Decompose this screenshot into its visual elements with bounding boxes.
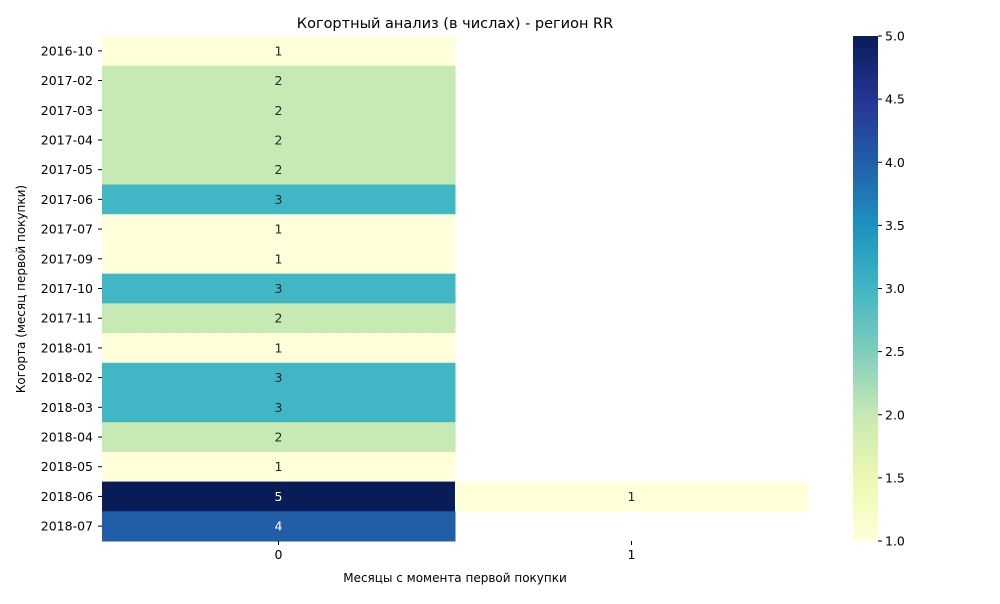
cell-value-label: 3 xyxy=(275,400,283,415)
y-tick-label: 2018-04 xyxy=(41,430,93,445)
colorbar-gradient xyxy=(853,36,878,541)
colorbar-tick-label: 2.5 xyxy=(885,344,905,359)
colorbar-tick-label: 3.5 xyxy=(885,218,905,233)
heatmap-cell xyxy=(102,154,456,186)
x-axis-label: Месяцы с момента первой покупки xyxy=(343,571,567,585)
heatmap-cell xyxy=(102,214,456,245)
heatmap-cell xyxy=(102,362,456,393)
heatmap-cell xyxy=(102,511,456,542)
heatmap-cell xyxy=(102,95,456,126)
y-tick-label: 2017-02 xyxy=(41,73,93,88)
cell-value-label: 5 xyxy=(275,489,283,504)
y-tick-label: 2017-07 xyxy=(41,222,93,237)
heatmap-cell xyxy=(102,392,456,423)
heatmap-cell xyxy=(455,481,809,512)
y-tick-label: 2017-03 xyxy=(41,103,93,118)
colorbar-tick-label: 1.0 xyxy=(885,534,905,549)
y-tick-label: 2017-10 xyxy=(41,281,93,296)
y-tick-label: 2018-05 xyxy=(41,459,93,474)
cell-value-label: 1 xyxy=(275,459,283,474)
heatmap-cell xyxy=(102,65,456,96)
cell-value-label: 4 xyxy=(275,519,283,534)
heatmap-cell xyxy=(102,481,456,512)
cell-value-label: 1 xyxy=(628,489,636,504)
colorbar-tick-label: 5.0 xyxy=(885,29,905,44)
heatmap-cell xyxy=(102,422,456,453)
y-tick-label: 2018-03 xyxy=(41,400,93,415)
cell-value-label: 1 xyxy=(275,251,283,266)
y-tick-label: 2017-06 xyxy=(41,192,93,207)
cell-value-label: 2 xyxy=(275,132,283,147)
cell-value-label: 3 xyxy=(275,192,283,207)
heatmap-cell xyxy=(102,451,456,483)
cell-value-label: 3 xyxy=(275,370,283,385)
heatmap-cell xyxy=(102,243,456,275)
y-tick-label: 2017-11 xyxy=(41,311,93,326)
cell-value-label: 2 xyxy=(275,73,283,88)
y-tick-label: 2017-09 xyxy=(41,251,93,266)
colorbar-tick-label: 2.0 xyxy=(885,407,905,422)
heatmap-cell xyxy=(102,125,456,156)
colorbar-tick-label: 3.0 xyxy=(885,281,905,296)
heatmap-cell xyxy=(102,303,456,334)
colorbar: 1.0 1.5 2.0 2.5 3.0 3.5 4.0 4.5 5.0 xyxy=(853,29,905,549)
colorbar-tick-label: 4.0 xyxy=(885,155,905,170)
y-tick-label: 2016-10 xyxy=(41,43,93,58)
cell-value-label: 1 xyxy=(275,340,283,355)
y-tick-label: 2017-04 xyxy=(41,132,93,147)
cell-value-label: 3 xyxy=(275,281,283,296)
y-axis-label: Когорта (месяц первой покупки) xyxy=(14,185,28,393)
y-tick-label: 2018-01 xyxy=(41,340,93,355)
y-tick-label: 2018-07 xyxy=(41,519,93,534)
cell-value-label: 1 xyxy=(275,222,283,237)
cell-value-label: 2 xyxy=(275,162,283,177)
chart-title: Когортный анализ (в числах) - регион RR xyxy=(297,16,613,32)
y-tick-label: 2018-06 xyxy=(41,489,93,504)
heatmap-cell xyxy=(102,36,456,67)
heatmap-cell xyxy=(102,184,456,215)
cell-value-label: 1 xyxy=(275,43,283,58)
cell-value-label: 2 xyxy=(275,430,283,445)
heatmap-cells: 1 2 2 2 2 3 1 1 3 2 1 3 3 2 1 5 1 4 xyxy=(102,36,809,542)
x-tick-label: 0 xyxy=(275,547,283,562)
colorbar-tick-label: 1.5 xyxy=(885,470,905,485)
y-tick-label: 2017-05 xyxy=(41,162,93,177)
colorbar-tick-label: 4.5 xyxy=(885,92,905,107)
cell-value-label: 2 xyxy=(275,311,283,326)
cell-value-label: 2 xyxy=(275,103,283,118)
x-tick-label: 1 xyxy=(628,547,636,562)
y-tick-label: 2018-02 xyxy=(41,370,93,385)
heatmap-cell xyxy=(102,273,456,304)
heatmap-cell xyxy=(102,333,456,364)
y-axis-ticks: 2016-10 2017-02 2017-03 2017-04 2017-05 2017-… xyxy=(41,43,102,534)
